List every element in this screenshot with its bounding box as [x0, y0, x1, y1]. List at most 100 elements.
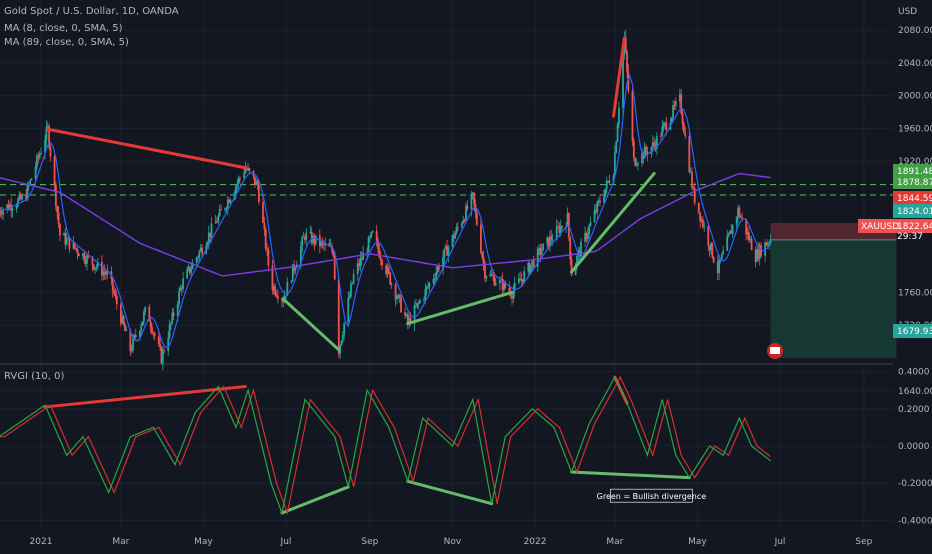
candle-body	[593, 210, 596, 222]
rvgi-main-line	[0, 375, 771, 516]
candle-body	[356, 263, 359, 275]
candle-body	[550, 236, 553, 241]
candle-body	[520, 279, 523, 281]
candle-body	[482, 257, 485, 264]
candle-body	[605, 180, 608, 189]
rvgi-divergence-bullish-2[interactable]	[280, 485, 350, 515]
candle-body	[653, 142, 656, 146]
ma-fast-legend[interactable]: MA (8, close, 0, SMA, 5)	[4, 23, 123, 34]
candle-body	[758, 245, 761, 259]
candle-body	[531, 260, 534, 265]
candle-body	[264, 228, 267, 249]
candle-body	[309, 231, 312, 233]
candle-body	[121, 315, 124, 324]
chart-title[interactable]: Gold Spot / U.S. Dollar, 1D, OANDA	[4, 6, 179, 17]
candle-body	[599, 200, 601, 203]
rvgi-tick-label: 0.2000	[898, 405, 930, 415]
candle-body	[769, 239, 772, 243]
rvgi-divergence-bullish-3[interactable]	[406, 479, 494, 506]
candle-body	[216, 221, 218, 223]
candle-body	[435, 272, 438, 279]
candle-body	[40, 152, 42, 155]
candle-body	[670, 117, 673, 123]
price-divergence-bullish-4[interactable]	[570, 172, 656, 274]
candle-body	[711, 242, 714, 258]
candle-body	[152, 332, 155, 334]
candle-body	[229, 199, 232, 204]
price-divergence-bullish-3[interactable]	[406, 290, 514, 326]
candle-body	[400, 296, 402, 313]
price-tag	[893, 219, 932, 233]
candle-body	[394, 284, 397, 300]
price-divergence-bullish-2[interactable]	[281, 297, 341, 352]
rvgi-divergence-bullish-5[interactable]	[570, 470, 691, 480]
candle-body	[7, 204, 10, 210]
candle-body	[243, 173, 245, 179]
candle-body	[11, 208, 14, 211]
candle-body	[235, 186, 237, 193]
candle-body	[756, 249, 758, 262]
candle-body	[34, 166, 37, 179]
candle-body	[337, 279, 340, 355]
candle-body	[201, 247, 203, 254]
candle-body	[111, 278, 114, 291]
candle-body	[266, 248, 268, 250]
candle-body	[703, 226, 706, 227]
price-divergence-bearish-1[interactable]	[46, 127, 247, 170]
candle-body	[148, 306, 151, 322]
candle-body	[312, 235, 314, 244]
target-zone[interactable]	[770, 239, 897, 359]
price-tag-text: 1822.645	[897, 222, 932, 232]
candle-body	[82, 253, 84, 257]
candle-body	[474, 204, 477, 213]
misc-layer: Green = Bullish divergence	[597, 343, 783, 503]
candle-body	[59, 223, 61, 236]
ma-slow-line	[0, 172, 771, 277]
candle-body	[432, 278, 435, 284]
candle-body	[471, 192, 474, 195]
price-divergence-bearish-5[interactable]	[612, 36, 626, 118]
candle-body	[75, 247, 78, 250]
candle-body	[719, 259, 722, 261]
candle-body	[729, 230, 731, 234]
candle-body	[274, 286, 277, 295]
candle-body	[224, 208, 226, 211]
candle-body	[119, 304, 122, 324]
candle-body	[683, 123, 685, 134]
annotation-box[interactable]	[610, 488, 693, 503]
candle-body	[206, 242, 209, 247]
candle-body	[105, 273, 107, 275]
candle-body	[645, 146, 647, 152]
rvgi-signal-line	[0, 375, 771, 516]
candle-body	[0, 213, 3, 215]
calendar-flag-icon[interactable]	[767, 343, 783, 359]
candle-body	[766, 243, 769, 246]
candle-body	[681, 113, 684, 124]
candle-body	[159, 343, 162, 348]
candle-body	[438, 266, 440, 270]
candle-body	[333, 256, 336, 280]
candle-body	[700, 219, 703, 222]
candle-body	[239, 177, 241, 179]
candle-body	[760, 245, 762, 256]
candle-body	[470, 194, 473, 210]
x-tick-label: Nov	[444, 537, 462, 547]
rvgi-divergence-bearish-1[interactable]	[43, 384, 247, 409]
candle-body	[379, 257, 382, 261]
candle-body	[731, 225, 734, 234]
candle-body	[613, 152, 616, 176]
candle-body	[622, 54, 624, 108]
position-tool[interactable]	[770, 223, 897, 359]
candle-body	[415, 305, 417, 307]
candle-body	[359, 258, 362, 267]
candle-body	[275, 294, 278, 297]
rvgi-legend[interactable]: RVGI (10, 0)	[4, 371, 65, 382]
ma-slow-legend[interactable]: MA (89, close, 0, SMA, 5)	[4, 37, 129, 48]
candle-body	[149, 321, 152, 328]
candle-body	[455, 226, 458, 234]
candle-body	[375, 231, 378, 241]
candle-body	[281, 298, 283, 301]
candle-body	[237, 177, 240, 184]
